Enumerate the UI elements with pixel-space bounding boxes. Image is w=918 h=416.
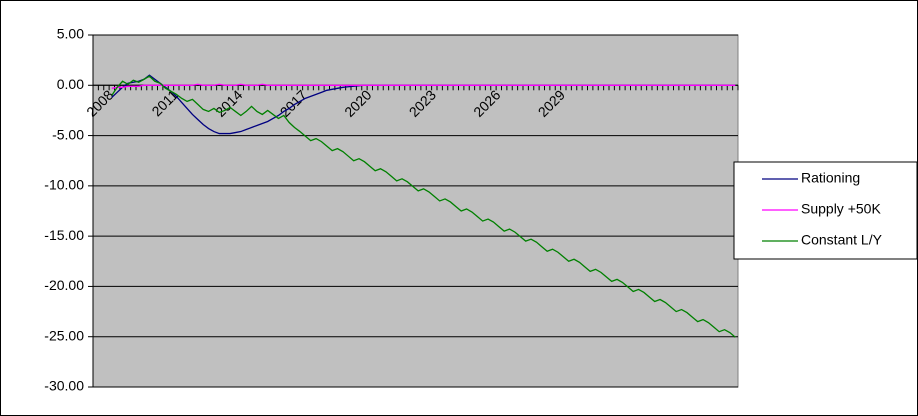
series-line xyxy=(111,75,736,338)
y-tick-label: 5.00 xyxy=(57,26,84,42)
y-tick-label: 0.00 xyxy=(57,76,84,92)
legend-label: Rationing xyxy=(801,170,860,186)
y-tick-label: -5.00 xyxy=(52,126,84,142)
y-tick-label: -30.00 xyxy=(44,378,84,394)
y-tick-label: -10.00 xyxy=(44,177,84,193)
plot-area xyxy=(92,34,739,388)
legend-label: Supply +50K xyxy=(801,201,881,217)
legend-label: Constant L/Y xyxy=(801,232,883,248)
y-tick-label: -25.00 xyxy=(44,327,84,343)
series-line xyxy=(111,83,736,89)
y-tick-label: -20.00 xyxy=(44,277,84,293)
y-tick-label: -15.00 xyxy=(44,227,84,243)
